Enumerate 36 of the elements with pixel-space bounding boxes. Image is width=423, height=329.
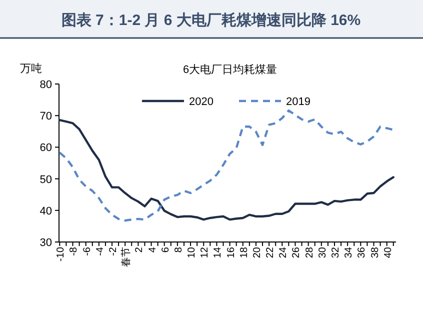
x-tick-label: 30 xyxy=(317,246,328,258)
x-tick-label: 6 xyxy=(160,246,172,253)
x-tick-label: 18 xyxy=(238,246,250,258)
x-tick-label: -10 xyxy=(56,246,67,262)
x-tick-label: 4 xyxy=(147,246,158,253)
x-tick-label: 8 xyxy=(173,246,184,253)
x-tick-label: 14 xyxy=(212,246,224,258)
x-tick-label: 16 xyxy=(226,246,237,258)
x-tick-label: 38 xyxy=(370,246,381,258)
x-tick-label: 22 xyxy=(265,246,276,258)
x-tick-label: 20 xyxy=(252,246,263,258)
x-tick-label: 12 xyxy=(200,246,211,258)
x-tick-label: -8 xyxy=(68,246,80,256)
x-tick-label: -2 xyxy=(108,246,120,256)
y-axis-title: 万吨 xyxy=(20,62,42,75)
x-tick-label: 36 xyxy=(356,246,368,258)
chart-title: 图表 7：1-2 月 6 大电厂耗煤增速同比降 16% xyxy=(61,12,361,29)
x-tick-label: 春节 xyxy=(120,247,132,267)
x-tick-label: 26 xyxy=(291,246,302,258)
x-tick-label: 2 xyxy=(134,246,146,253)
x-tick-label: 40 xyxy=(382,246,394,258)
x-tick-label: 34 xyxy=(344,246,355,258)
y-tick-label: 70 xyxy=(40,110,52,123)
x-tick-label: -4 xyxy=(94,246,106,256)
chart-subtitle: 6大电厂日均耗煤量 xyxy=(182,63,278,76)
x-tick-label: 24 xyxy=(278,246,290,258)
legend-label: 2020 xyxy=(189,96,214,108)
x-tick-label: 28 xyxy=(304,246,316,258)
y-tick-label: 40 xyxy=(40,205,52,218)
x-tick-label: -6 xyxy=(82,246,93,256)
x-tick-label: 10 xyxy=(186,246,198,258)
legend-label: 2019 xyxy=(286,96,310,108)
y-tick-label: 60 xyxy=(40,142,52,154)
x-tick-label: 32 xyxy=(330,246,342,258)
y-tick-label: 80 xyxy=(40,79,52,91)
y-tick-label: 50 xyxy=(40,174,52,186)
